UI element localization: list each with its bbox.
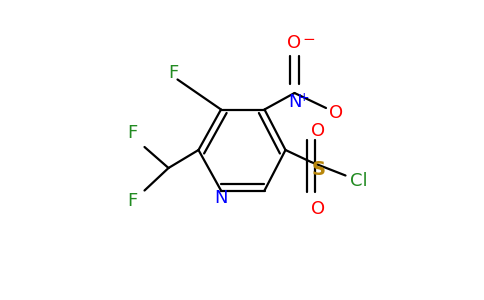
Text: +: + — [299, 91, 310, 104]
Text: N: N — [214, 189, 228, 207]
Text: F: F — [127, 124, 137, 142]
Text: O: O — [311, 122, 326, 140]
Text: O: O — [330, 103, 344, 122]
Text: N: N — [288, 93, 301, 111]
Text: Cl: Cl — [350, 172, 368, 190]
Text: F: F — [127, 192, 137, 210]
Text: F: F — [168, 64, 178, 82]
Text: O: O — [287, 34, 302, 52]
Text: O: O — [311, 200, 326, 217]
Text: −: − — [302, 32, 315, 46]
Text: S: S — [312, 160, 326, 179]
